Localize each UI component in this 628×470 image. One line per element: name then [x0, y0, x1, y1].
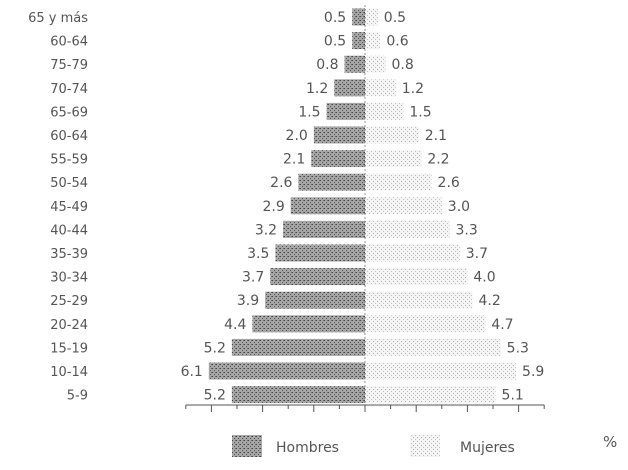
bar-mujeres-15 — [365, 362, 517, 380]
bar-hombres-4 — [326, 102, 365, 120]
category-label: 50-54 — [50, 176, 88, 191]
bar-hombres-3 — [334, 79, 365, 97]
category-label: 45-49 — [50, 200, 88, 215]
category-label: 60-64 — [50, 35, 88, 50]
bar-mujeres-9 — [365, 220, 450, 238]
category-labels-group: 65 y más 60-64 75-79 70-74 65-69 60-64 55-59 50… — [28, 11, 88, 404]
value-label-mujeres: 3.0 — [448, 199, 470, 215]
bar-mujeres-5 — [365, 126, 419, 144]
value-label-hombres: 0.8 — [316, 57, 338, 73]
value-label-hombres: 3.2 — [255, 222, 277, 238]
value-label-mujeres: 0.8 — [391, 57, 413, 73]
value-label-mujeres: 0.5 — [384, 10, 406, 26]
x-axis — [185, 5, 545, 412]
category-label: 15-19 — [50, 341, 88, 356]
bar-hombres-16 — [231, 386, 365, 404]
category-label: 20-24 — [50, 318, 88, 333]
bar-mujeres-0 — [365, 8, 378, 26]
bar-mujeres-2 — [365, 55, 386, 73]
value-label-hombres: 5.2 — [204, 340, 226, 356]
value-label-mujeres: 3.3 — [455, 222, 477, 238]
value-label-mujeres: 3.7 — [466, 246, 488, 262]
legend-label-hombres: Hombres — [276, 440, 339, 456]
bar-hombres-15 — [208, 362, 365, 380]
value-label-mujeres: 2.6 — [438, 175, 460, 191]
bar-hombres-5 — [313, 126, 365, 144]
value-label-hombres: 3.7 — [242, 270, 264, 286]
value-label-hombres: 1.5 — [298, 104, 320, 120]
bar-mujeres-12 — [365, 291, 473, 309]
bar-hombres-11 — [270, 268, 365, 286]
value-label-hombres: 4.4 — [224, 317, 246, 333]
bar-hombres-14 — [231, 338, 365, 356]
legend-swatch-hombres — [232, 435, 262, 457]
value-label-hombres: 1.2 — [306, 81, 328, 97]
value-labels-group: 0.5 0.5 0.5 0.6 0.8 0.8 1.2 1.2 1.5 1.5 2.0 2.1 2.1 2… — [181, 10, 545, 404]
category-label: 65-69 — [50, 105, 88, 120]
bar-mujeres-10 — [365, 244, 460, 262]
value-label-mujeres: 5.1 — [502, 388, 524, 404]
bar-mujeres-14 — [365, 338, 501, 356]
value-label-mujeres: 2.1 — [425, 128, 447, 144]
bar-hombres-6 — [311, 150, 365, 168]
value-label-mujeres: 2.2 — [427, 152, 449, 168]
legend-swatch-mujeres — [410, 435, 440, 457]
category-label: 60-64 — [50, 129, 88, 144]
value-label-hombres: 5.2 — [204, 388, 226, 404]
value-label-hombres: 2.1 — [283, 152, 305, 168]
bar-hombres-7 — [298, 173, 365, 191]
bar-hombres-12 — [265, 291, 365, 309]
value-label-mujeres: 4.7 — [491, 317, 513, 333]
bar-hombres-8 — [290, 197, 365, 215]
value-label-mujeres: 0.6 — [386, 34, 408, 50]
bar-hombres-13 — [252, 315, 365, 333]
bar-mujeres-16 — [365, 386, 496, 404]
category-label: 70-74 — [50, 82, 88, 97]
category-label: 5-9 — [67, 389, 88, 404]
value-label-hombres: 3.9 — [237, 293, 259, 309]
bar-mujeres-13 — [365, 315, 486, 333]
bar-mujeres-3 — [365, 79, 396, 97]
value-label-hombres: 6.1 — [181, 364, 203, 380]
bar-mujeres-4 — [365, 102, 404, 120]
category-label: 25-29 — [50, 294, 88, 309]
value-label-mujeres: 1.2 — [402, 81, 424, 97]
value-label-hombres: 2.6 — [270, 175, 292, 191]
category-label: 55-59 — [50, 153, 88, 168]
value-label-mujeres: 5.9 — [522, 364, 544, 380]
value-label-hombres: 2.9 — [262, 199, 284, 215]
category-label: 40-44 — [50, 223, 88, 238]
bar-mujeres-7 — [365, 173, 432, 191]
legend-label-mujeres: Mujeres — [460, 440, 515, 456]
value-label-hombres: 0.5 — [324, 10, 346, 26]
value-label-hombres: 2.0 — [286, 128, 308, 144]
bar-mujeres-1 — [365, 32, 381, 50]
value-label-mujeres: 5.3 — [507, 340, 529, 356]
bar-mujeres-8 — [365, 197, 442, 215]
bar-hombres-9 — [283, 220, 365, 238]
unit-label: % — [603, 433, 617, 451]
value-label-mujeres: 4.0 — [473, 270, 495, 286]
value-label-hombres: 0.5 — [324, 34, 346, 50]
bar-mujeres-11 — [365, 268, 468, 286]
bar-mujeres-6 — [365, 150, 422, 168]
value-label-mujeres: 4.2 — [479, 293, 501, 309]
category-label: 65 y más — [28, 11, 88, 26]
bar-hombres-1 — [352, 32, 365, 50]
category-label: 10-14 — [50, 365, 88, 380]
bar-hombres-0 — [352, 8, 365, 26]
category-label: 30-34 — [50, 271, 88, 286]
category-label: 35-39 — [50, 247, 88, 262]
category-label: 75-79 — [50, 58, 88, 73]
value-label-mujeres: 1.5 — [409, 104, 431, 120]
bar-hombres-2 — [344, 55, 365, 73]
value-label-hombres: 3.5 — [247, 246, 269, 262]
bars-group — [208, 8, 517, 404]
legend: Hombres Mujeres — [232, 435, 515, 457]
bar-hombres-10 — [275, 244, 365, 262]
